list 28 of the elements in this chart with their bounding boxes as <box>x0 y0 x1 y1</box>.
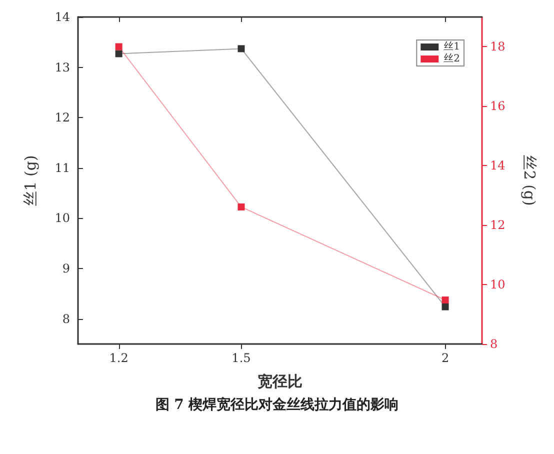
y2-tick-label: 12 <box>490 218 506 232</box>
y2-tick-label: 18 <box>490 40 506 54</box>
point <box>442 296 449 304</box>
y2-axis-title: 丝2 (g) <box>520 155 538 206</box>
x-tick-label: 1.2 <box>109 351 128 365</box>
y-tick-label: 14 <box>54 10 70 24</box>
y2-tick-label: 16 <box>490 99 506 114</box>
x-axis-title: 宽径比 <box>258 372 302 390</box>
legend-label: 丝2 <box>444 52 460 64</box>
y-tick-label: 12 <box>54 110 70 125</box>
y-tick-label: 8 <box>62 312 70 326</box>
point <box>238 45 245 52</box>
y-axis-title: 丝1 (g) <box>22 155 40 206</box>
y2-tick-label: 10 <box>490 278 506 292</box>
legend-label: 丝1 <box>444 40 460 52</box>
y2-tick-label: 8 <box>490 337 498 351</box>
point <box>115 43 122 50</box>
point <box>115 50 122 58</box>
point <box>238 203 245 210</box>
y-tick-label: 13 <box>54 60 70 74</box>
point <box>442 303 449 310</box>
y2-tick-label: 14 <box>490 158 506 173</box>
y-tick-label: 11 <box>54 160 70 175</box>
x-tick-label: 2 <box>441 351 450 365</box>
y-tick-label: 10 <box>54 211 70 226</box>
caption: 图 7 楔焊宽径比对金丝线拉力值的影响 <box>155 396 399 413</box>
x-tick-label: 1.5 <box>232 351 251 365</box>
y-tick-label: 9 <box>62 262 70 276</box>
